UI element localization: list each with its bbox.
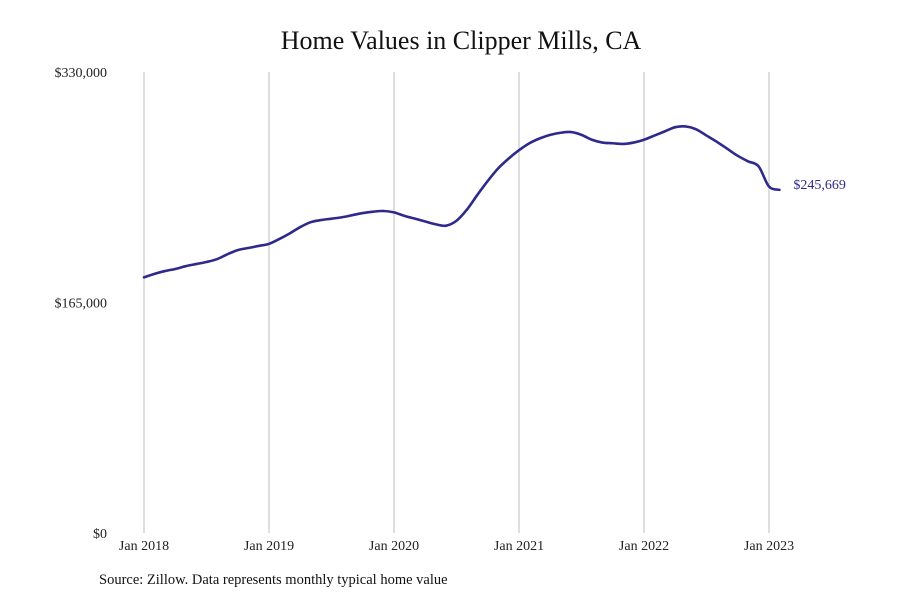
x-tick-label: Jan 2023 — [744, 539, 794, 554]
y-tick-label: $330,000 — [55, 66, 108, 81]
home-value-line — [142, 125, 781, 279]
x-tick-label: Jan 2022 — [619, 539, 669, 554]
x-tick-label: Jan 2021 — [494, 539, 544, 554]
chart-title: Home Values in Clipper Mills, CA — [280, 26, 642, 55]
y-tick-label: $0 — [93, 527, 107, 542]
x-tick-label: Jan 2018 — [119, 539, 169, 554]
end-value-label: $245,669 — [793, 178, 846, 193]
source-note: Source: Zillow. Data represents monthly … — [99, 572, 448, 588]
x-tick-label: Jan 2020 — [369, 539, 419, 554]
y-tick-label: $165,000 — [55, 297, 108, 312]
x-tick-label: Jan 2019 — [244, 539, 294, 554]
